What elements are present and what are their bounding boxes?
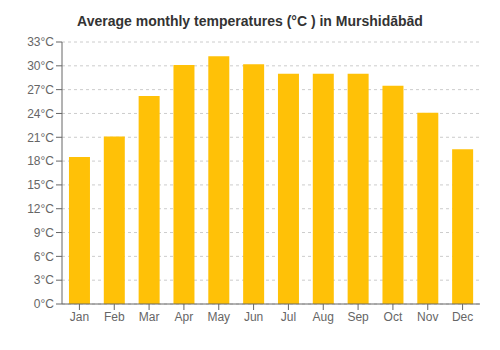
svg-text:3°C: 3°C: [34, 273, 54, 287]
svg-text:0°C: 0°C: [34, 297, 54, 311]
svg-text:18°C: 18°C: [27, 154, 54, 168]
svg-text:27°C: 27°C: [27, 83, 54, 97]
svg-text:9°C: 9°C: [34, 226, 54, 240]
svg-text:21°C: 21°C: [27, 131, 54, 145]
svg-text:15°C: 15°C: [27, 178, 54, 192]
svg-text:24°C: 24°C: [27, 107, 54, 121]
svg-text:Sep: Sep: [347, 310, 369, 324]
svg-text:12°C: 12°C: [27, 202, 54, 216]
svg-text:Oct: Oct: [384, 310, 403, 324]
svg-text:Jul: Jul: [281, 310, 296, 324]
svg-text:Apr: Apr: [175, 310, 194, 324]
svg-text:33°C: 33°C: [27, 35, 54, 49]
svg-text:Feb: Feb: [104, 310, 125, 324]
svg-text:Mar: Mar: [139, 310, 160, 324]
svg-text:Aug: Aug: [313, 310, 334, 324]
svg-text:Jun: Jun: [244, 310, 263, 324]
svg-text:May: May: [207, 310, 230, 324]
html-text:Average monthly temperatures (: Average monthly temperatures (°C ) in Mu…: [77, 13, 423, 29]
svg-text:Jan: Jan: [70, 310, 89, 324]
svg-text:30°C: 30°C: [27, 59, 54, 73]
svg-text:Dec: Dec: [452, 310, 473, 324]
svg-text:6°C: 6°C: [34, 250, 54, 264]
svg-text:Nov: Nov: [417, 310, 438, 324]
